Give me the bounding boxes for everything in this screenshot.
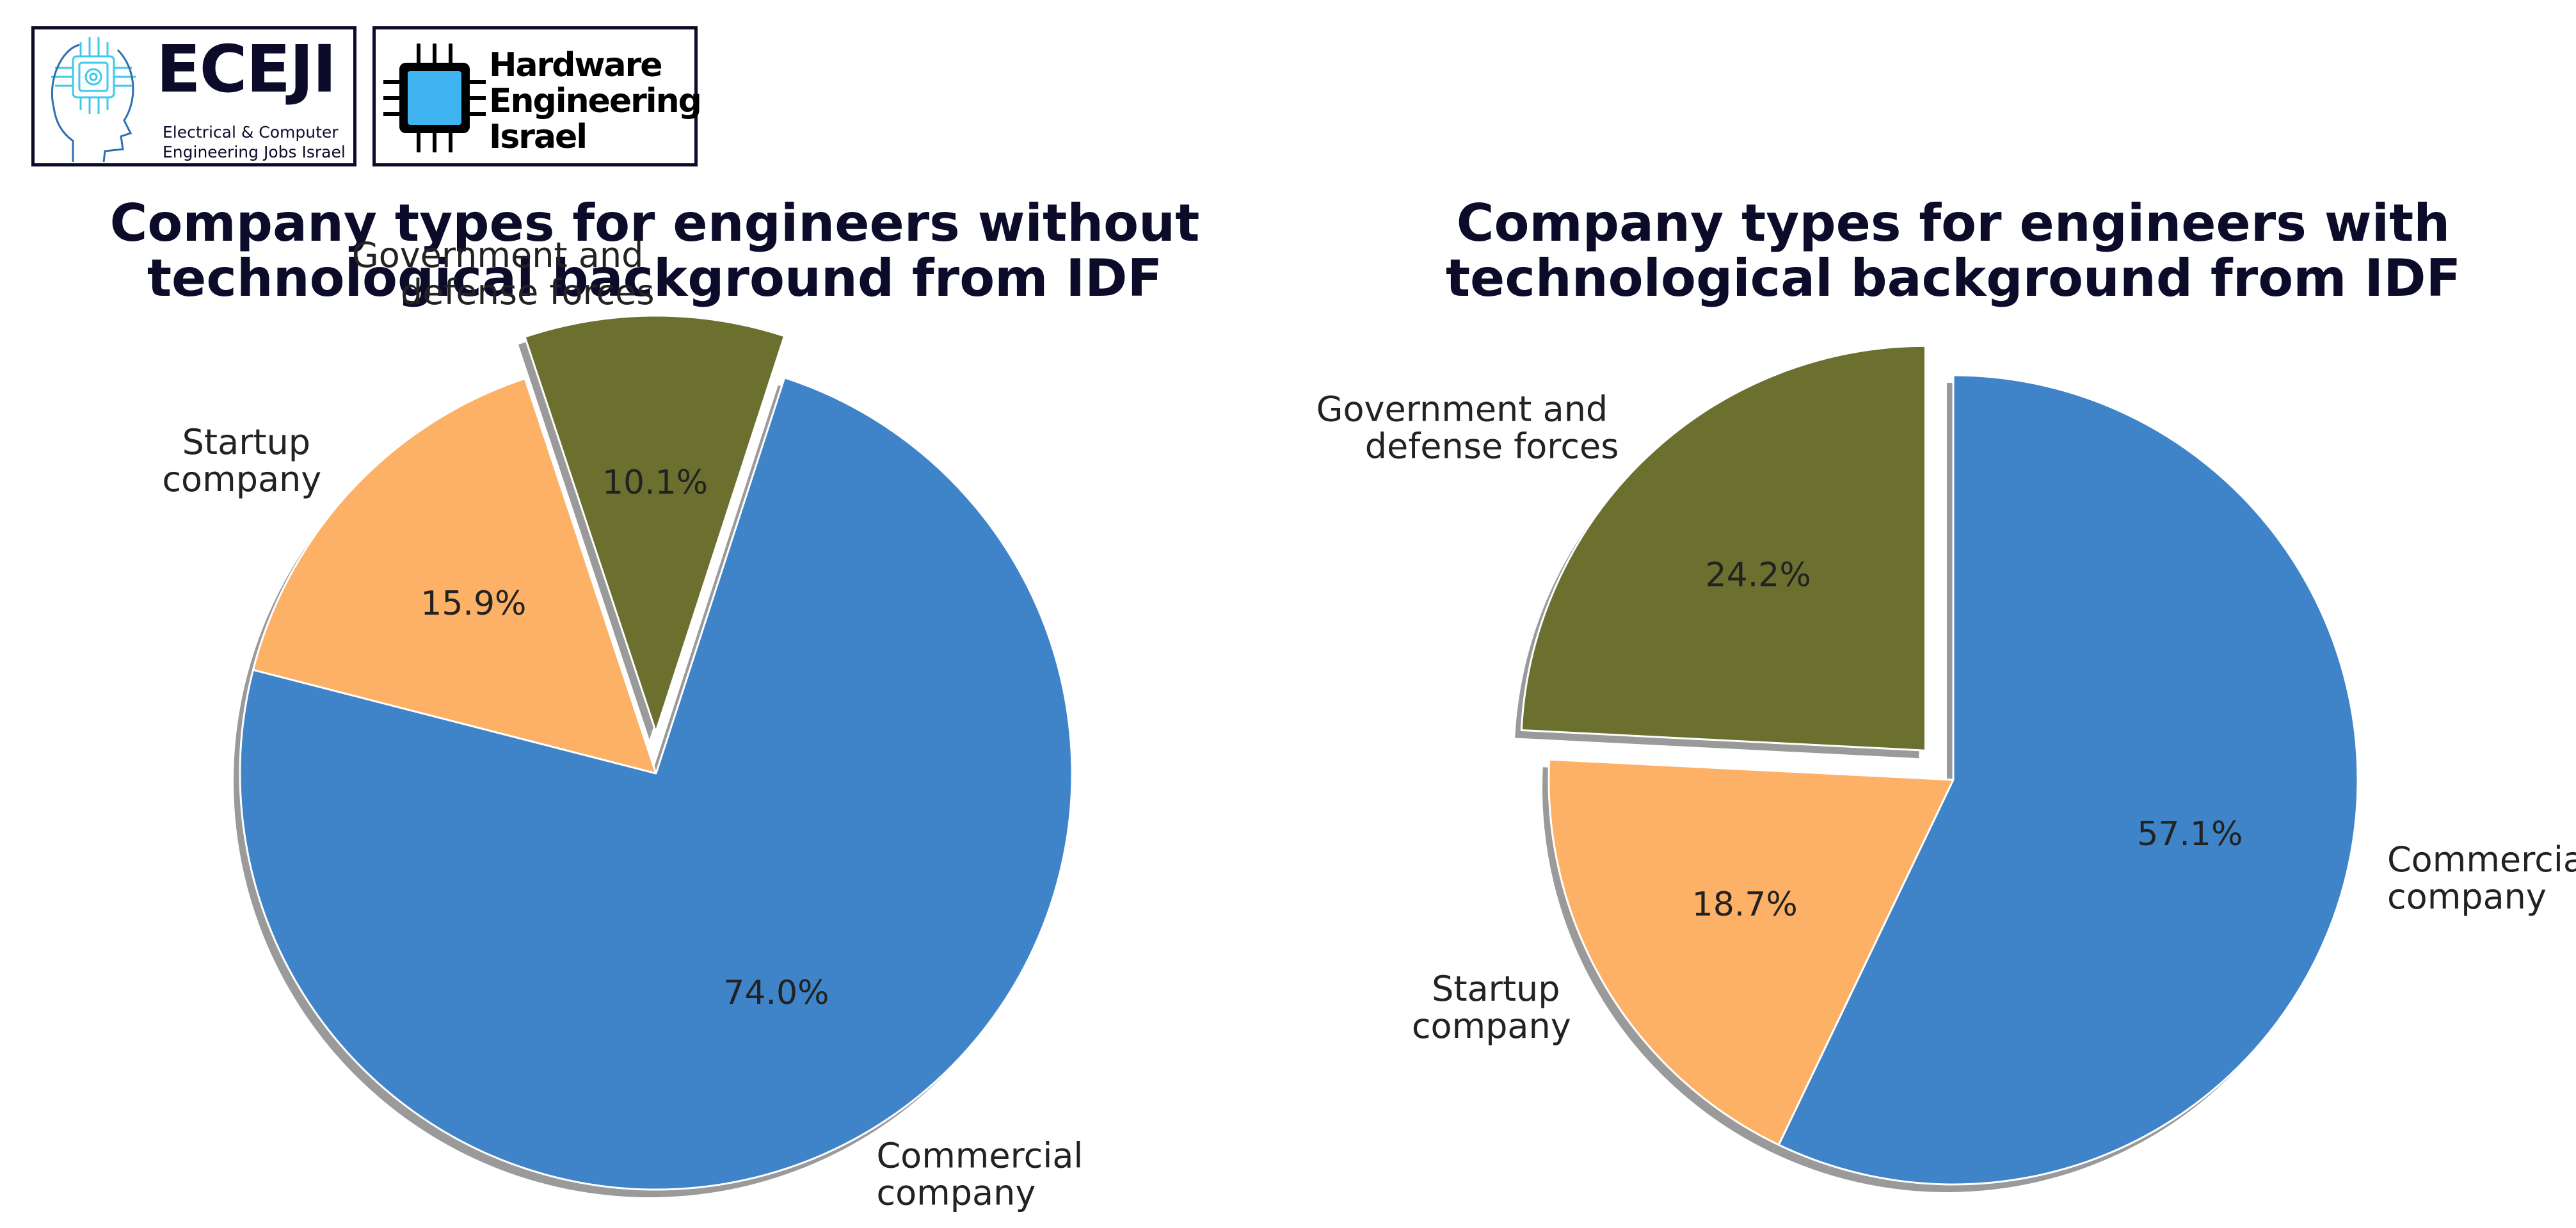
eceji-logo: ECEJI Electrical & Computer Engineering … [31,26,356,166]
pie-chart-without-idf-background: Company types for engineers without tech… [110,193,1200,1213]
slice-label-startup: Startup company [1412,969,1571,1046]
slice-label-startup-line1: Startup [1432,969,1560,1009]
slice-label-commercial-line1: Commercial [876,1136,1083,1176]
slice-government [1520,344,1926,752]
eceji-subtitle-line1: Electrical & Computer [163,123,339,141]
head-circuit-icon [51,37,136,163]
chip-icon [383,44,486,152]
pct-label-government: 10.1% [602,464,708,502]
pct-label-startup: 15.9% [420,585,526,623]
slice-label-commercial-line2: company [876,1173,1036,1213]
eceji-logo-subtitle: Electrical & Computer Engineering Jobs I… [163,122,346,162]
pct-label-startup: 18.7% [1692,885,1798,924]
slice-government [524,314,786,733]
slice-startup [1548,758,1955,1146]
hardware-engineering-israel-text: Hardware Engineering Israel [489,46,702,156]
slice-label-government-line1: Government and [352,235,644,275]
slice-label-commercial-line2: company [2387,877,2547,917]
slice-label-startup-line2: company [162,459,321,499]
slice-startup [252,377,657,775]
hei-line3: Israel [489,118,588,156]
chart-title-line2: technological background from IDF [1446,248,2461,308]
hei-line2: Engineering [489,82,702,120]
slice-label-startup-line1: Startup [182,422,310,462]
slice-commercial [1777,374,2359,1186]
hardware-engineering-israel-logo: Hardware Engineering Israel [372,26,702,166]
slice-label-government: Government and defense forces [352,235,655,312]
slice-label-government-line2: defense forces [1365,426,1619,466]
hei-line1: Hardware [489,46,663,85]
slice-label-government-line2: defense forces [401,272,655,312]
slice-label-startup-line2: company [1412,1006,1571,1046]
pct-label-government: 24.2% [1706,556,1811,594]
chart-title-line2: technological background from IDF [147,248,1162,308]
eceji-logo-name: ECEJI [156,31,337,108]
pct-label-commercial: 57.1% [2137,815,2243,853]
slice-label-government: Government and defense forces [1316,389,1619,466]
slice-label-commercial-line1: Commercial [2387,839,2576,880]
slice-label-commercial: Commercial company [2387,839,2576,917]
chart-title-line1: Company types for engineers with [1457,193,2451,253]
slice-label-government-line1: Government and [1316,389,1608,429]
eceji-subtitle-line2: Engineering Jobs Israel [163,143,346,161]
pct-label-commercial: 74.0% [723,974,829,1012]
slice-commercial [239,376,1073,1191]
pie-chart-with-idf-background: Company types for engineers with technol… [1316,193,2576,1192]
chart-title-line1: Company types for engineers without [110,193,1200,253]
slice-label-commercial: Commercial company [876,1136,1094,1213]
slice-label-startup: Startup company [162,422,321,499]
